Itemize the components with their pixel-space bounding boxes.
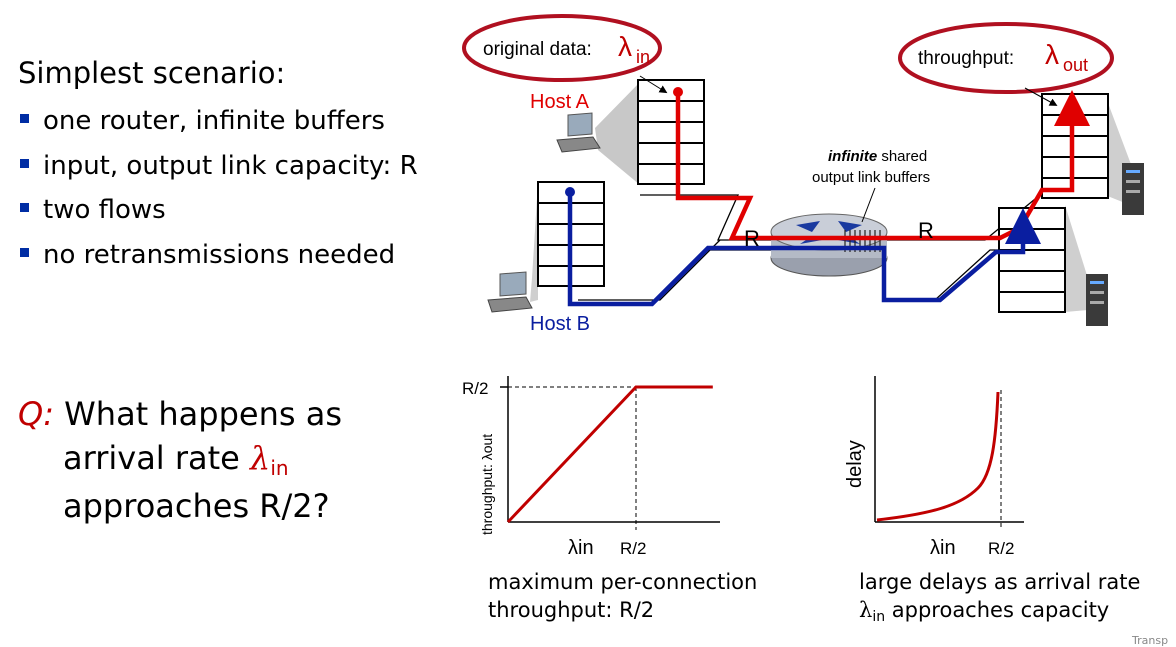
blue-flow-path <box>567 192 1041 307</box>
buffers-pointer <box>861 187 876 223</box>
lambda-out-sub: out <box>1063 55 1088 75</box>
bullet-item: input, output link capacity: R <box>20 151 418 181</box>
router-icon <box>770 213 888 277</box>
slide-heading: Simplest scenario: <box>18 56 286 90</box>
bullet-item: no retransmissions needed <box>20 240 395 270</box>
chart1-x-tick-label: R/2 <box>620 539 646 558</box>
shade-wedge <box>1065 205 1090 312</box>
server-bottom-buffer <box>998 207 1066 313</box>
buffers-label-line2: output link buffers <box>812 169 930 186</box>
bullet-item: two flows <box>20 195 166 225</box>
server-icon <box>1086 274 1108 326</box>
chart2-x-tick-label: R/2 <box>988 539 1014 558</box>
buffers-label-line1: infinite shared <box>828 148 927 165</box>
lambda-in-sub: in <box>636 47 650 67</box>
chart2-y-label: delay <box>844 440 866 488</box>
red-flow-path <box>675 90 1090 241</box>
link-outline <box>578 239 721 301</box>
chart1-x-label: λin <box>568 537 594 559</box>
link-outline <box>888 249 1000 301</box>
chart2-caption: large delays as arrival rate λin approac… <box>859 570 1141 625</box>
laptop-icon <box>487 271 533 313</box>
link-capacity-right: R <box>918 218 934 243</box>
chart1-y-tick-label: R/2 <box>462 379 488 398</box>
shade-wedge <box>595 82 640 185</box>
pointer-arrow <box>639 75 668 94</box>
throughput-oval <box>898 22 1114 94</box>
lambda-out-symbol: λ <box>1045 39 1059 70</box>
footer-fragment: Transp <box>1132 634 1169 647</box>
server-icon <box>1122 163 1144 215</box>
bullet-item: one router, infinite buffers <box>20 106 385 136</box>
pointer-arrow <box>1024 87 1058 106</box>
original-data-label: original data: <box>483 39 592 60</box>
throughput-label: throughput: <box>918 48 1014 69</box>
question-text: Q: What happens as arrival rate λin appr… <box>18 395 342 525</box>
delay-chart: delay R/2 λin <box>844 376 1024 559</box>
host-b-label: Host B <box>530 313 590 335</box>
chart2-delay-curve <box>876 391 1000 522</box>
chart1-caption: maximum per-connection throughput: R/2 <box>488 570 758 622</box>
blue-flow-origin <box>565 187 575 197</box>
shade-wedge <box>530 182 538 302</box>
chart2-x-label: λin <box>930 537 956 559</box>
throughput-chart: R/2 R/2 λin throughput: λout <box>462 376 720 559</box>
red-flow-origin <box>673 87 683 97</box>
chart1-series-line <box>506 385 713 524</box>
host-a-label: Host A <box>530 91 590 113</box>
lambda-in-symbol: λ <box>618 31 632 62</box>
chart1-y-label: throughput: λout <box>479 434 495 535</box>
link-capacity-left: R <box>744 226 760 251</box>
laptop-icon <box>556 112 601 153</box>
server-top-buffer <box>1041 93 1109 199</box>
host-a-buffer <box>637 79 705 185</box>
original-data-oval <box>462 14 662 82</box>
